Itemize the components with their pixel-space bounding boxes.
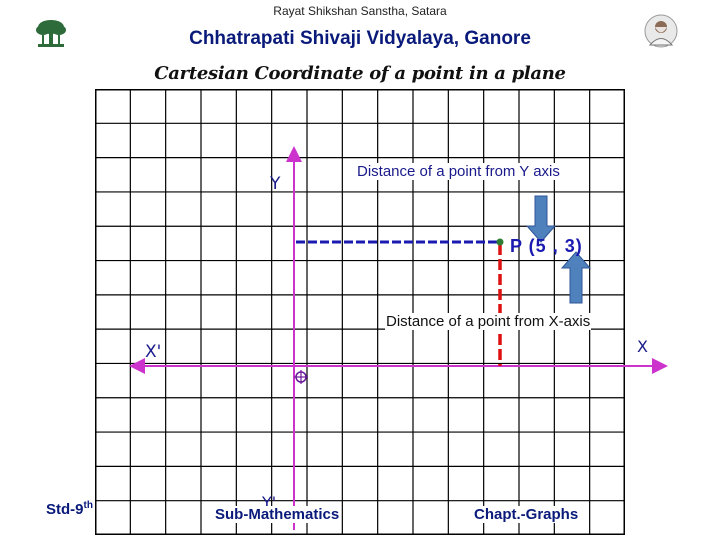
coordinate-grid (95, 89, 625, 535)
point-p-label: P (5 , 3) (510, 236, 583, 256)
y-axis-label: Y (270, 174, 281, 194)
founder-portrait-icon (644, 14, 678, 48)
subject-label: Sub-Mathematics (215, 506, 340, 523)
slide-title: Cartesian Coordinate of a point in a pla… (154, 63, 566, 84)
distance-from-y-axis-label: Distance of a point from Y axis (356, 163, 561, 180)
grid-border (95, 89, 625, 535)
std-text: Std-9 (46, 501, 84, 518)
school-name: Chhatrapati Shivaji Vidyalaya, Ganore (189, 28, 531, 49)
origin-icon (294, 370, 308, 384)
std-sup: th (83, 500, 93, 511)
x-prime-label: X' (145, 342, 162, 362)
organization-name: Rayat Shikshan Sanstha, Satara (273, 4, 447, 18)
x-axis-label: X (637, 337, 648, 356)
std-label: Std-9th (46, 500, 93, 518)
chapter-label: Chapt.-Graphs (474, 506, 579, 523)
distance-from-x-axis-label: Distance of a point from X-axis (385, 313, 592, 330)
banyan-tree-logo-icon (36, 20, 66, 47)
